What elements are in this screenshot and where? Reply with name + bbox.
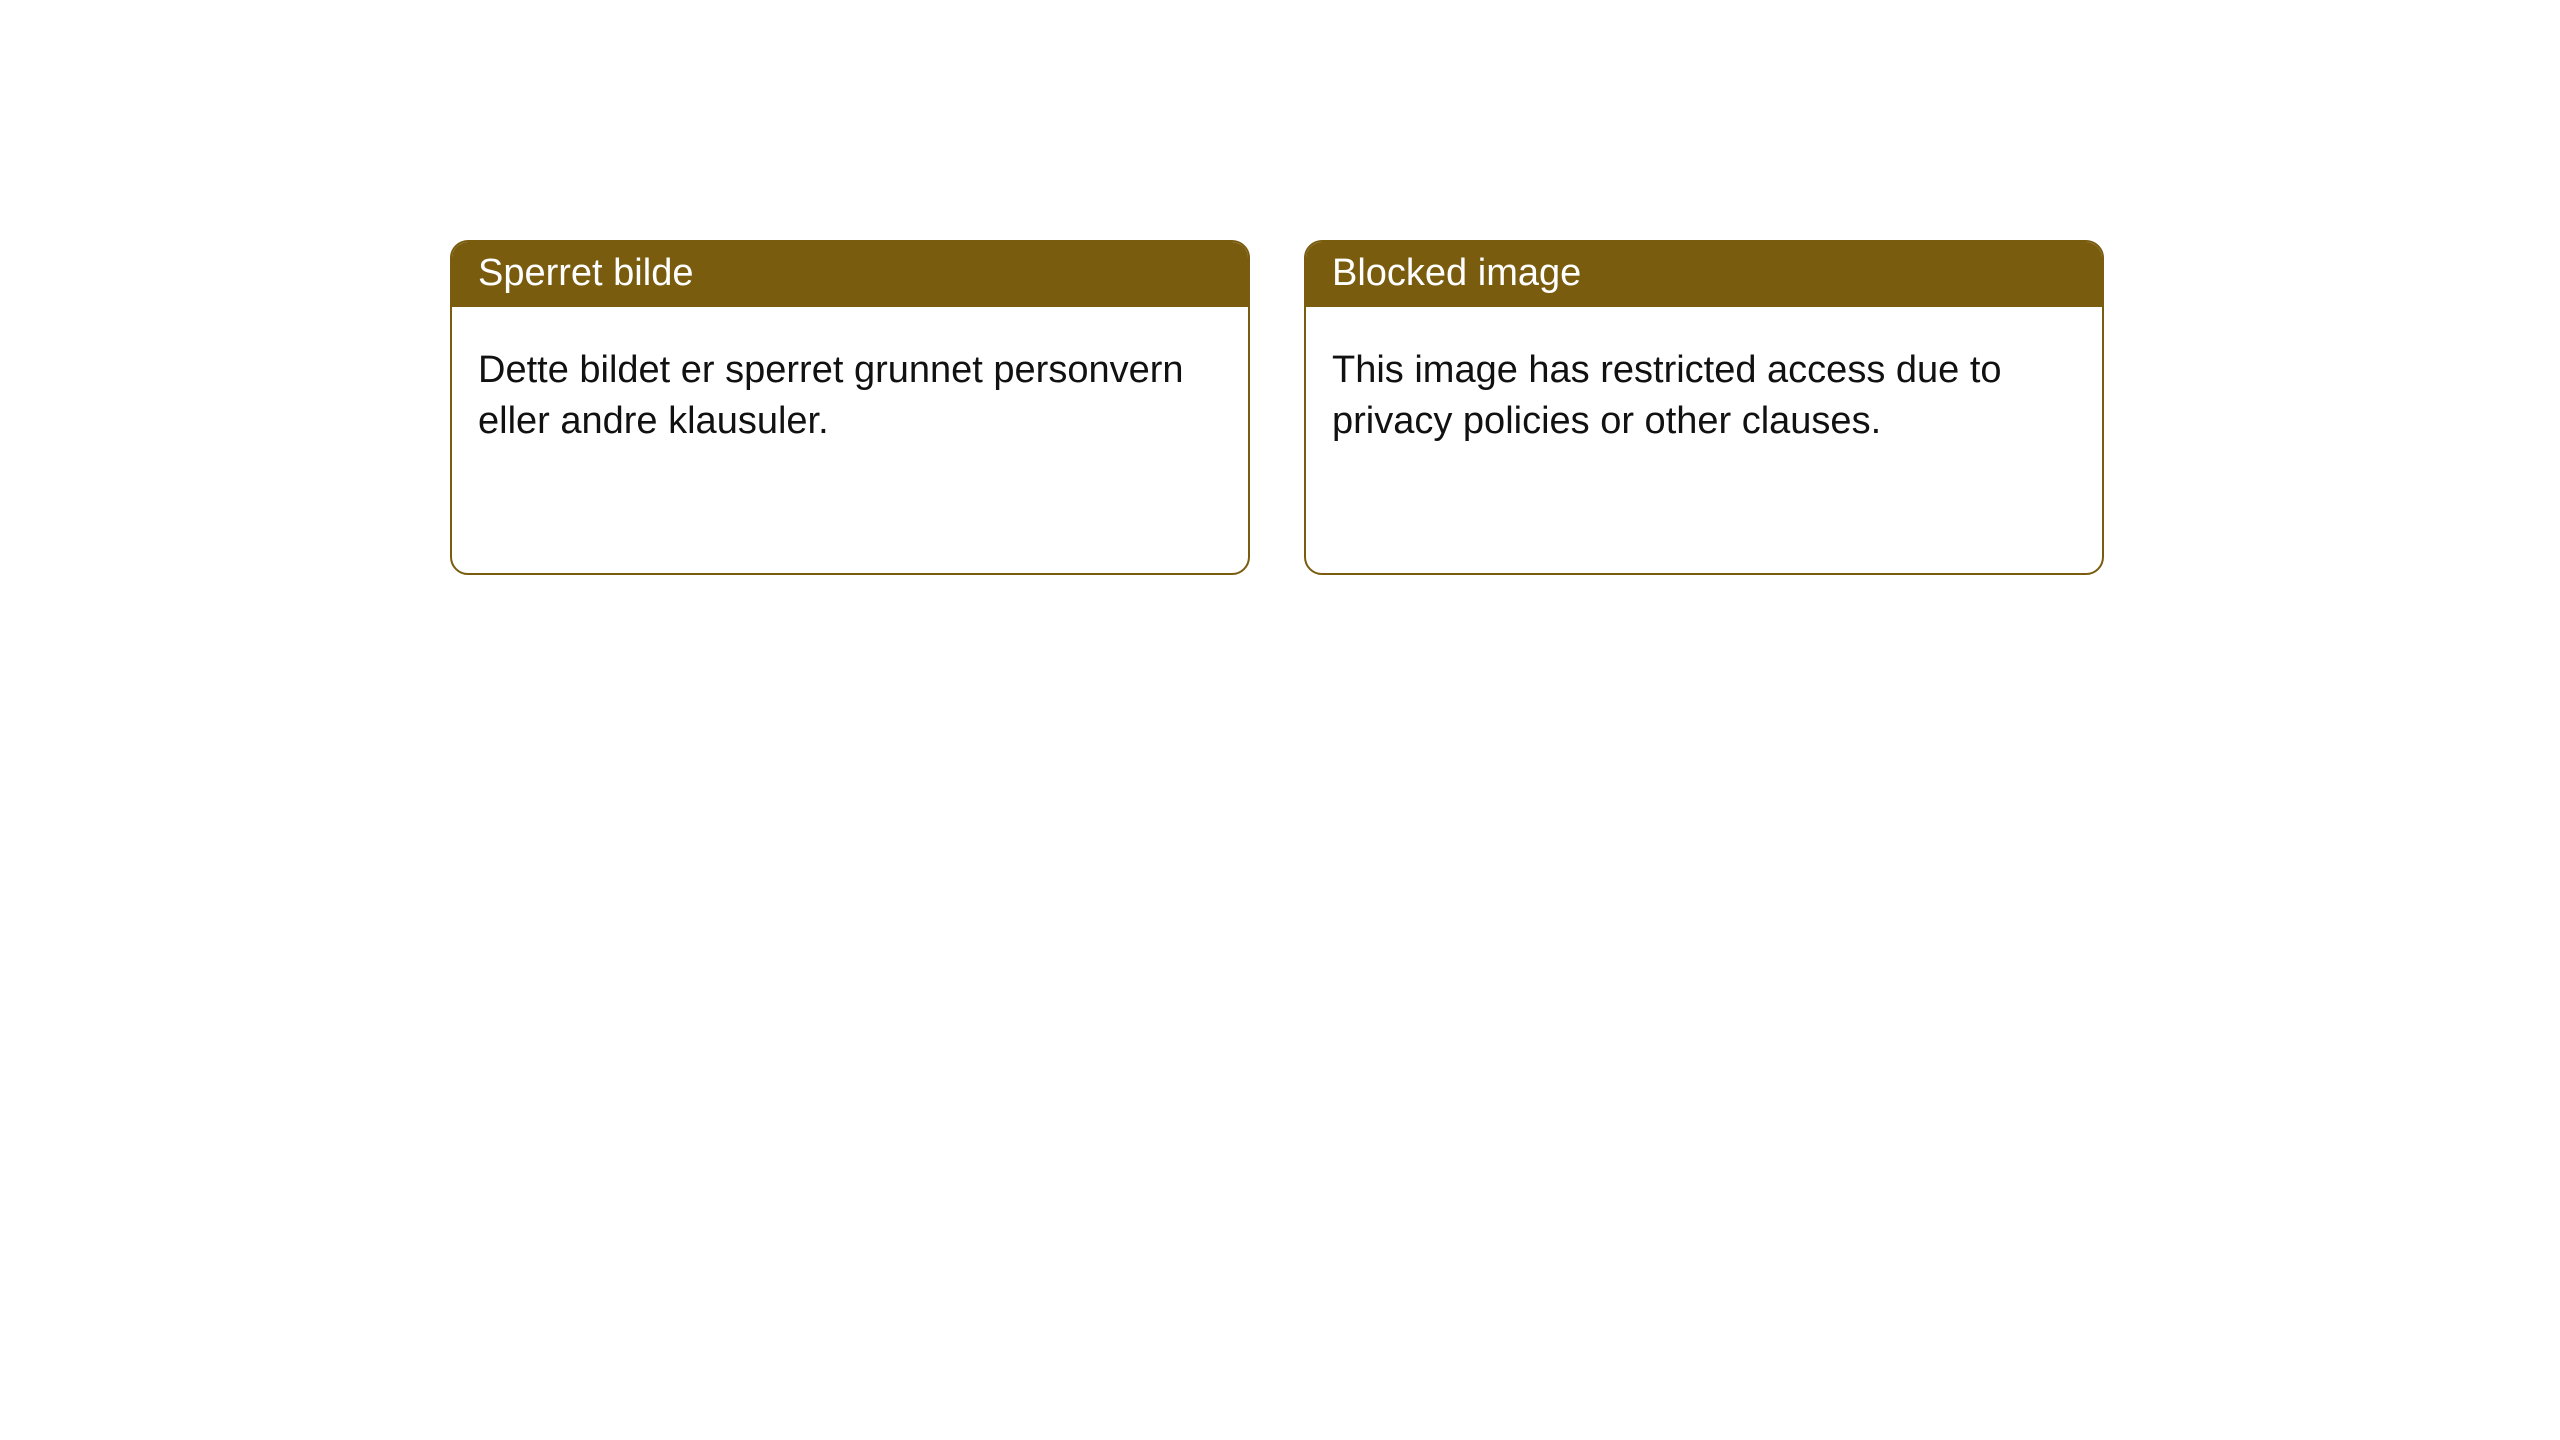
notice-card-norwegian: Sperret bilde Dette bildet er sperret gr… xyxy=(450,240,1250,575)
notice-card-body: Dette bildet er sperret grunnet personve… xyxy=(452,307,1248,474)
notice-container: Sperret bilde Dette bildet er sperret gr… xyxy=(0,0,2560,575)
notice-card-english: Blocked image This image has restricted … xyxy=(1304,240,2104,575)
notice-card-body: This image has restricted access due to … xyxy=(1306,307,2102,474)
notice-card-title: Blocked image xyxy=(1306,242,2102,307)
notice-card-title: Sperret bilde xyxy=(452,242,1248,307)
